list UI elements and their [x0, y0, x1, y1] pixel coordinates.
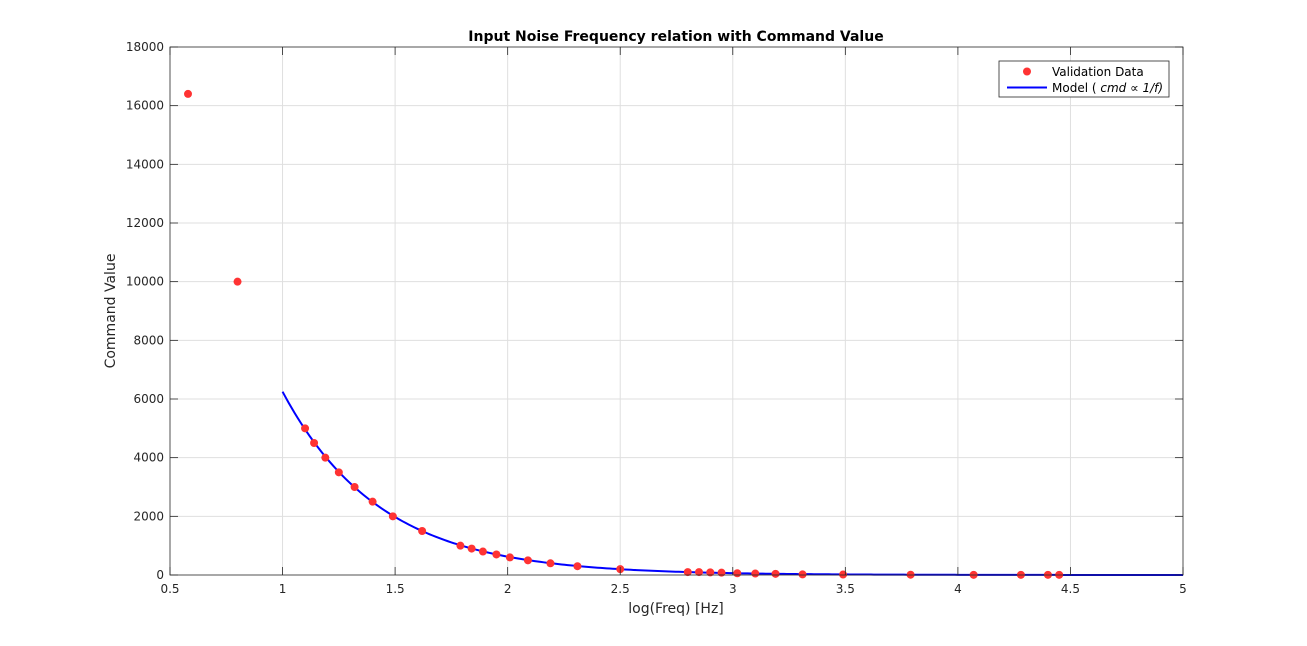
chart-title: Input Noise Frequency relation with Comm…	[468, 29, 883, 45]
validation-point	[771, 569, 780, 578]
validation-point	[523, 556, 532, 565]
validation-point	[233, 277, 242, 286]
x-tick-labels: 0.5 1 1.5 2 2.5 3 3.5 4 4.5 5	[160, 582, 1186, 596]
x-tick-label: 2.5	[611, 582, 630, 596]
validation-point	[184, 89, 193, 98]
y-tick-label: 14000	[126, 157, 164, 171]
axes-background	[170, 47, 1183, 575]
validation-point	[478, 547, 487, 556]
x-tick-label: 1.5	[386, 582, 405, 596]
y-axis-label: Command Value	[103, 254, 119, 369]
validation-point	[368, 497, 377, 506]
validation-point	[546, 559, 555, 568]
x-tick-label: 0.5	[160, 582, 179, 596]
validation-point	[334, 468, 343, 477]
legend-label-model: Model ( cmd ∝ 1/f)	[1052, 81, 1163, 95]
validation-point	[310, 439, 319, 447]
validation-point	[733, 569, 742, 578]
validation-point	[798, 570, 807, 579]
y-tick-label: 18000	[126, 40, 164, 54]
validation-point	[456, 541, 465, 550]
validation-point	[839, 570, 848, 579]
validation-point	[751, 569, 760, 578]
validation-point	[467, 544, 476, 553]
validation-point	[706, 568, 715, 577]
x-tick-label: 3.5	[836, 582, 855, 596]
y-tick-labels: 0 2000 4000 6000 8000 10000 12000 14000 16000 180…	[126, 40, 164, 582]
x-tick-label: 4	[954, 582, 962, 596]
validation-point	[350, 483, 359, 491]
legend-model-prefix: Model (	[1052, 81, 1100, 95]
validation-series	[184, 89, 1064, 579]
y-tick-label: 4000	[133, 451, 164, 465]
validation-point	[388, 512, 397, 521]
x-axis-label: log(Freq) [Hz]	[628, 601, 724, 617]
y-tick-label: 0	[156, 568, 164, 582]
validation-point	[492, 550, 501, 559]
x-tick-label: 5	[1179, 582, 1187, 596]
legend: Validation Data Model ( cmd ∝ 1/f)	[998, 60, 1170, 98]
legend-label-validation: Validation Data	[1052, 65, 1144, 79]
legend-model-formula: cmd ∝ 1/f)	[1100, 81, 1163, 95]
y-tick-label: 2000	[133, 509, 164, 523]
x-tick-label: 1	[279, 582, 287, 596]
y-tick-label: 12000	[126, 216, 164, 230]
plot-area: 0.5 1 1.5 2 2.5 3 3.5 4 4.5 5 0 2000 4000 6000 8000 10…	[126, 40, 1187, 596]
grid-lines	[170, 47, 1183, 575]
x-tick-label: 2	[504, 582, 512, 596]
y-tick-label: 16000	[126, 99, 164, 113]
validation-point	[717, 568, 726, 577]
y-tick-label: 8000	[133, 333, 164, 347]
validation-point	[683, 568, 692, 577]
legend-marker-validation	[1023, 67, 1031, 76]
validation-point	[573, 562, 582, 571]
axes-box	[169, 46, 1184, 576]
validation-point	[418, 527, 427, 535]
y-tick-label: 10000	[126, 275, 164, 289]
tick-marks	[169, 46, 1184, 576]
x-tick-label: 3	[729, 582, 737, 596]
legend-box	[998, 60, 1170, 98]
validation-point	[321, 453, 330, 462]
validation-point	[505, 553, 514, 562]
x-tick-label: 4.5	[1061, 582, 1080, 596]
validation-point	[301, 424, 310, 433]
y-tick-label: 6000	[133, 392, 164, 406]
validation-point	[695, 568, 704, 577]
